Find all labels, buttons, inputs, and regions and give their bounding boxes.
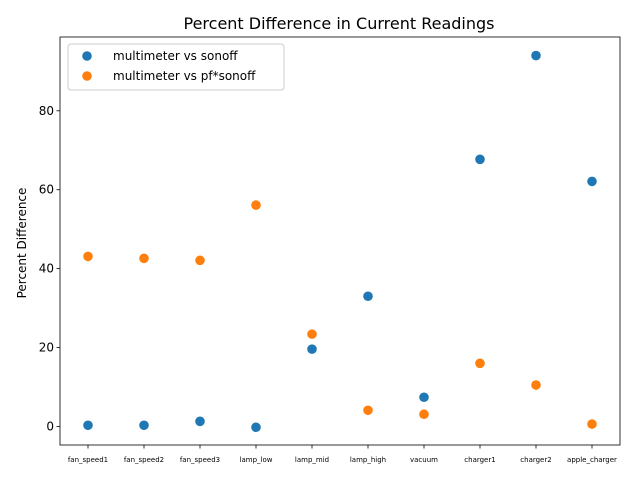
data-point-series-2 <box>139 253 149 264</box>
data-point-series-2 <box>251 200 261 210</box>
legend-marker <box>82 71 92 81</box>
data-point-series-1 <box>419 392 429 403</box>
x-tick-label: fan_speed1 <box>68 456 108 464</box>
legend-entry: multimeter vs sonoff <box>113 49 238 63</box>
data-point-series-1 <box>251 422 261 433</box>
plot-area <box>59 36 621 446</box>
data-point-series-1 <box>475 154 485 165</box>
data-point-series-2 <box>83 251 93 262</box>
data-points <box>83 50 597 433</box>
y-tick-label: 20 <box>39 341 54 355</box>
data-point-series-2 <box>195 255 205 266</box>
y-tick-label: 40 <box>39 262 54 276</box>
legend-frame <box>67 43 285 91</box>
x-tick-label: fan_speed2 <box>124 456 164 464</box>
data-point-series-1 <box>139 420 149 431</box>
x-tick-label: charger1 <box>464 456 495 464</box>
data-point-series-1 <box>307 344 317 354</box>
chart-title: Percent Difference in Current Readings <box>184 14 495 33</box>
data-point-series-1 <box>531 50 541 61</box>
x-tick-label: apple_charger <box>567 456 617 464</box>
y-axis-label: Percent Difference <box>15 188 29 299</box>
data-point-series-2 <box>475 358 485 369</box>
legend-entry: multimeter vs pf*sonoff <box>113 69 256 83</box>
x-tick-label: vacuum <box>410 456 438 464</box>
x-tick-label: lamp_low <box>240 456 273 464</box>
y-axis: 0 20 40 60 80 <box>39 104 60 433</box>
data-point-series-2 <box>307 329 317 339</box>
y-tick-label: 0 <box>46 419 54 433</box>
x-tick-label: lamp_high <box>350 456 386 464</box>
data-point-series-2 <box>419 409 429 420</box>
data-point-series-1 <box>363 291 373 302</box>
x-tick-label: fan_speed3 <box>180 456 220 464</box>
data-point-series-1 <box>587 176 597 187</box>
legend-marker <box>82 51 92 61</box>
data-point-series-1 <box>195 416 205 427</box>
plot-frame <box>59 36 621 446</box>
x-axis: fan_speed1 fan_speed2 fan_speed3 lamp_low la… <box>68 445 617 464</box>
x-tick-label: charger2 <box>520 456 551 464</box>
data-point-series-2 <box>363 405 373 416</box>
y-tick-label: 60 <box>39 183 54 197</box>
legend: multimeter vs sonoff multimeter vs pf*son… <box>67 43 285 91</box>
data-point-series-2 <box>531 380 541 390</box>
x-tick-label: lamp_mid <box>295 456 329 464</box>
y-tick-label: 80 <box>39 104 54 118</box>
data-point-series-2 <box>587 419 597 429</box>
data-point-series-1 <box>83 420 93 431</box>
